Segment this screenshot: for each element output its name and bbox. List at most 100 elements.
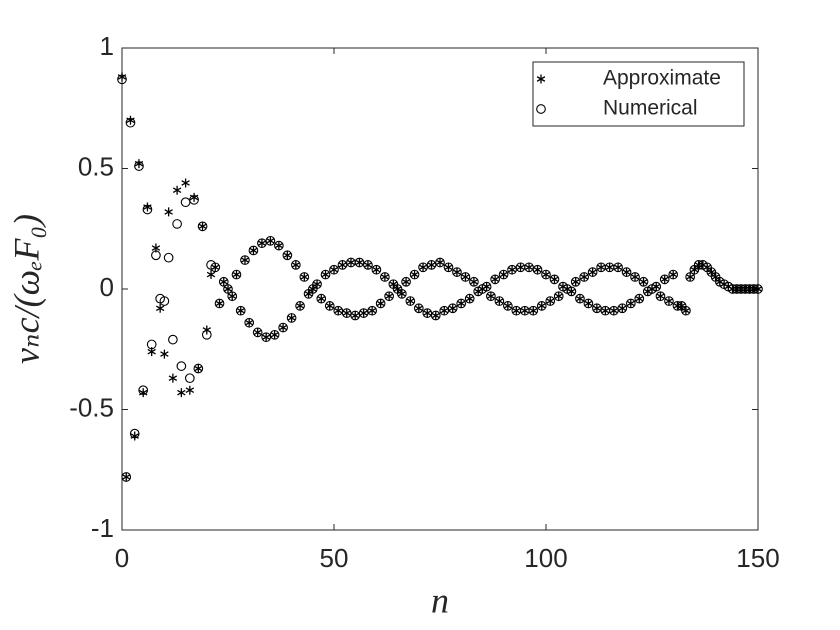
point <box>528 305 539 316</box>
point <box>121 472 132 482</box>
point <box>181 178 190 188</box>
point <box>151 250 161 261</box>
point <box>592 303 602 313</box>
point <box>635 294 644 304</box>
x-tick-label: 50 <box>320 543 349 573</box>
point <box>541 269 551 280</box>
point <box>656 291 665 301</box>
point <box>410 270 419 280</box>
point <box>248 245 259 256</box>
point <box>286 313 297 323</box>
point <box>498 269 509 280</box>
point <box>520 306 530 316</box>
point <box>444 262 453 272</box>
point <box>579 272 589 282</box>
point <box>371 264 382 275</box>
point <box>575 294 585 304</box>
point <box>622 267 631 277</box>
point <box>278 323 288 333</box>
point <box>460 272 471 282</box>
point <box>367 306 377 316</box>
point <box>320 269 331 280</box>
point <box>129 428 140 439</box>
point <box>401 276 411 287</box>
point <box>507 265 517 275</box>
point <box>232 270 241 280</box>
legend-label: Approximate <box>603 67 721 90</box>
point <box>664 296 674 306</box>
point <box>363 260 373 270</box>
point <box>316 293 327 304</box>
point <box>240 255 250 265</box>
point <box>329 265 339 275</box>
point <box>194 364 203 374</box>
point <box>452 267 462 277</box>
point <box>618 303 627 313</box>
point <box>155 303 165 313</box>
x-tick-label: 100 <box>524 543 567 573</box>
point <box>685 272 696 282</box>
point <box>252 327 263 338</box>
point <box>219 277 228 287</box>
point <box>630 272 640 282</box>
point <box>189 194 199 205</box>
point <box>228 291 237 301</box>
point <box>440 306 449 316</box>
point <box>185 385 195 395</box>
point <box>257 238 267 248</box>
point <box>456 298 466 308</box>
point <box>184 373 195 384</box>
point <box>215 298 224 308</box>
point <box>685 272 695 282</box>
point <box>553 291 564 302</box>
point <box>401 277 411 287</box>
point <box>197 221 208 232</box>
point <box>431 311 440 321</box>
point <box>435 257 445 267</box>
point <box>227 291 238 302</box>
point <box>317 294 326 304</box>
legend-marker <box>536 74 546 84</box>
point <box>375 298 386 309</box>
point <box>201 329 212 340</box>
point <box>625 298 636 309</box>
point <box>295 301 305 311</box>
point <box>274 241 284 251</box>
y-tick-label: -1 <box>91 513 114 543</box>
point <box>664 296 674 306</box>
x-tick-label: 0 <box>115 543 129 573</box>
point <box>579 272 590 282</box>
point <box>342 308 351 318</box>
y-tick-label: 1 <box>100 31 114 61</box>
point <box>210 262 221 273</box>
point <box>465 294 474 304</box>
point <box>461 272 470 282</box>
point <box>363 260 373 270</box>
point <box>223 284 233 294</box>
point <box>651 281 662 292</box>
point <box>626 298 636 308</box>
point <box>634 293 645 304</box>
point <box>536 301 547 311</box>
point <box>367 305 378 316</box>
point <box>240 255 250 265</box>
point <box>321 270 330 280</box>
point <box>405 296 416 306</box>
point <box>287 313 296 323</box>
point <box>571 277 580 287</box>
point <box>176 361 187 371</box>
point <box>499 270 508 280</box>
point <box>350 311 360 321</box>
point <box>300 272 309 282</box>
point <box>469 277 479 287</box>
point <box>214 298 225 309</box>
point <box>443 262 454 273</box>
point <box>266 236 275 246</box>
point <box>236 306 245 316</box>
point <box>601 306 610 316</box>
point <box>613 262 623 273</box>
point <box>448 303 457 313</box>
point <box>549 274 560 285</box>
point <box>554 291 563 301</box>
